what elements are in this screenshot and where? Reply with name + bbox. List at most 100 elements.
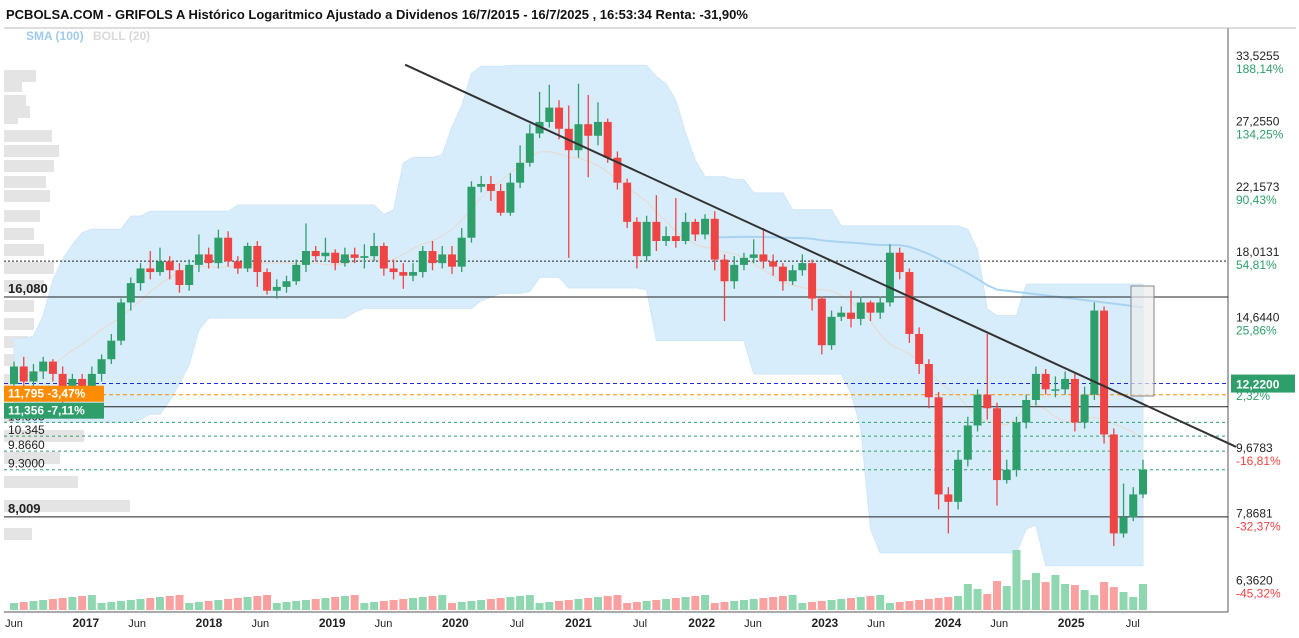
volume-bar [963, 584, 972, 610]
volume-bar [292, 601, 301, 610]
candle [973, 389, 982, 432]
volume-bar [97, 603, 106, 610]
x-tick-label: Jun [128, 618, 146, 630]
candle [555, 100, 564, 140]
volume-bar [224, 599, 233, 610]
candle [379, 242, 388, 276]
volume-bar [564, 600, 573, 610]
candlesticks [10, 83, 1147, 547]
volume-bar [409, 598, 418, 610]
volume-bar [370, 602, 379, 610]
x-tick-label: Jun [744, 618, 762, 630]
candle [253, 240, 262, 287]
candle [613, 151, 622, 190]
volume-bar [827, 600, 836, 610]
candle [642, 215, 651, 262]
candle [204, 247, 213, 269]
candle [233, 256, 242, 274]
volume-bar [1012, 550, 1021, 610]
candle [438, 245, 447, 269]
right-axis-price: 14,6440 [1236, 310, 1280, 324]
volume-bar [642, 601, 651, 610]
candle [39, 356, 48, 379]
orange-price-tag-label: 11,795 -3,47% [8, 387, 86, 401]
volume-bar [10, 603, 18, 610]
volume-bar [1139, 584, 1147, 610]
candle [185, 259, 194, 291]
volume-bar [555, 601, 564, 610]
candle [292, 259, 301, 286]
current-price-label: 12,2200 [1236, 378, 1280, 392]
volume-bar [1109, 587, 1118, 610]
volume-bar [710, 603, 719, 610]
volume-bar [175, 595, 184, 610]
right-axis-price: 18,0131 [1236, 245, 1280, 259]
candle [924, 359, 933, 409]
volume-bar [837, 599, 846, 610]
right-axis-price: 6,3620 [1236, 574, 1273, 588]
candle [623, 178, 632, 229]
candle [136, 263, 145, 291]
bollinger-band [13, 64, 1144, 567]
volume-profile-bar [4, 130, 52, 142]
candle [808, 259, 817, 311]
chart-title: PCBOLSA.COM - GRIFOLS A Histórico Logari… [6, 7, 748, 22]
volume-bar [39, 600, 48, 610]
volume-bar [866, 596, 875, 610]
volume-profile-bar [4, 145, 59, 157]
orange-price-tag [4, 385, 104, 402]
right-axis-price: 9,6783 [1236, 441, 1273, 455]
candle [963, 416, 972, 467]
volume-bar [253, 596, 262, 610]
candle [477, 175, 486, 193]
x-axis: Jun 2017 Jun 2018 Jun 2019 Jun 2020 Jul 2021 Jul 20… [5, 616, 1140, 630]
volume-profile-bar [4, 476, 78, 488]
volume-bar [525, 595, 534, 610]
candle [1070, 373, 1079, 432]
candle [321, 237, 330, 262]
candle [496, 184, 505, 216]
sma-100-line [714, 235, 1144, 309]
candle [1022, 394, 1031, 429]
volume-bar [691, 596, 700, 610]
volume-bar [954, 596, 963, 610]
candle [370, 232, 379, 262]
x-tick-label: Jul [1126, 618, 1140, 630]
volume-bar [1129, 597, 1138, 610]
candle [97, 354, 106, 382]
volume-bar [603, 596, 612, 610]
x-tick-label: 2023 [811, 616, 838, 630]
x-tick-label: 2019 [319, 616, 346, 630]
volume-bar [739, 600, 748, 610]
volume-bar [993, 581, 1002, 610]
candle [516, 145, 525, 189]
volume-bar [58, 598, 67, 610]
right-axis-pct: 54,81% [1236, 258, 1277, 272]
right-axis-pct: -32,37% [1236, 519, 1281, 533]
x-tick-label: 2017 [72, 616, 99, 630]
x-tick-label: Jun [990, 618, 1008, 630]
support-level-label: 8,009 [8, 501, 41, 516]
volume-bar [340, 596, 349, 610]
volume-bar [720, 602, 729, 610]
candle [905, 268, 914, 343]
volume-profile-bar [4, 430, 84, 442]
volume-bar [730, 601, 739, 610]
candle [428, 240, 437, 271]
candle [1012, 416, 1021, 477]
volume-bar [136, 599, 145, 610]
volume-bar [798, 603, 807, 610]
candle [1129, 487, 1138, 522]
candle [944, 487, 953, 534]
x-tick-label: Jun [5, 618, 23, 630]
candle [866, 300, 875, 321]
green-price-tag [4, 402, 104, 419]
volume-bar [467, 601, 476, 610]
volume-bar [934, 598, 943, 610]
volume-bar [535, 603, 544, 610]
volume-bar [749, 599, 758, 610]
volume-bar [1100, 582, 1109, 610]
candle [662, 226, 671, 246]
candle [224, 231, 233, 267]
volume-bar [126, 600, 135, 610]
